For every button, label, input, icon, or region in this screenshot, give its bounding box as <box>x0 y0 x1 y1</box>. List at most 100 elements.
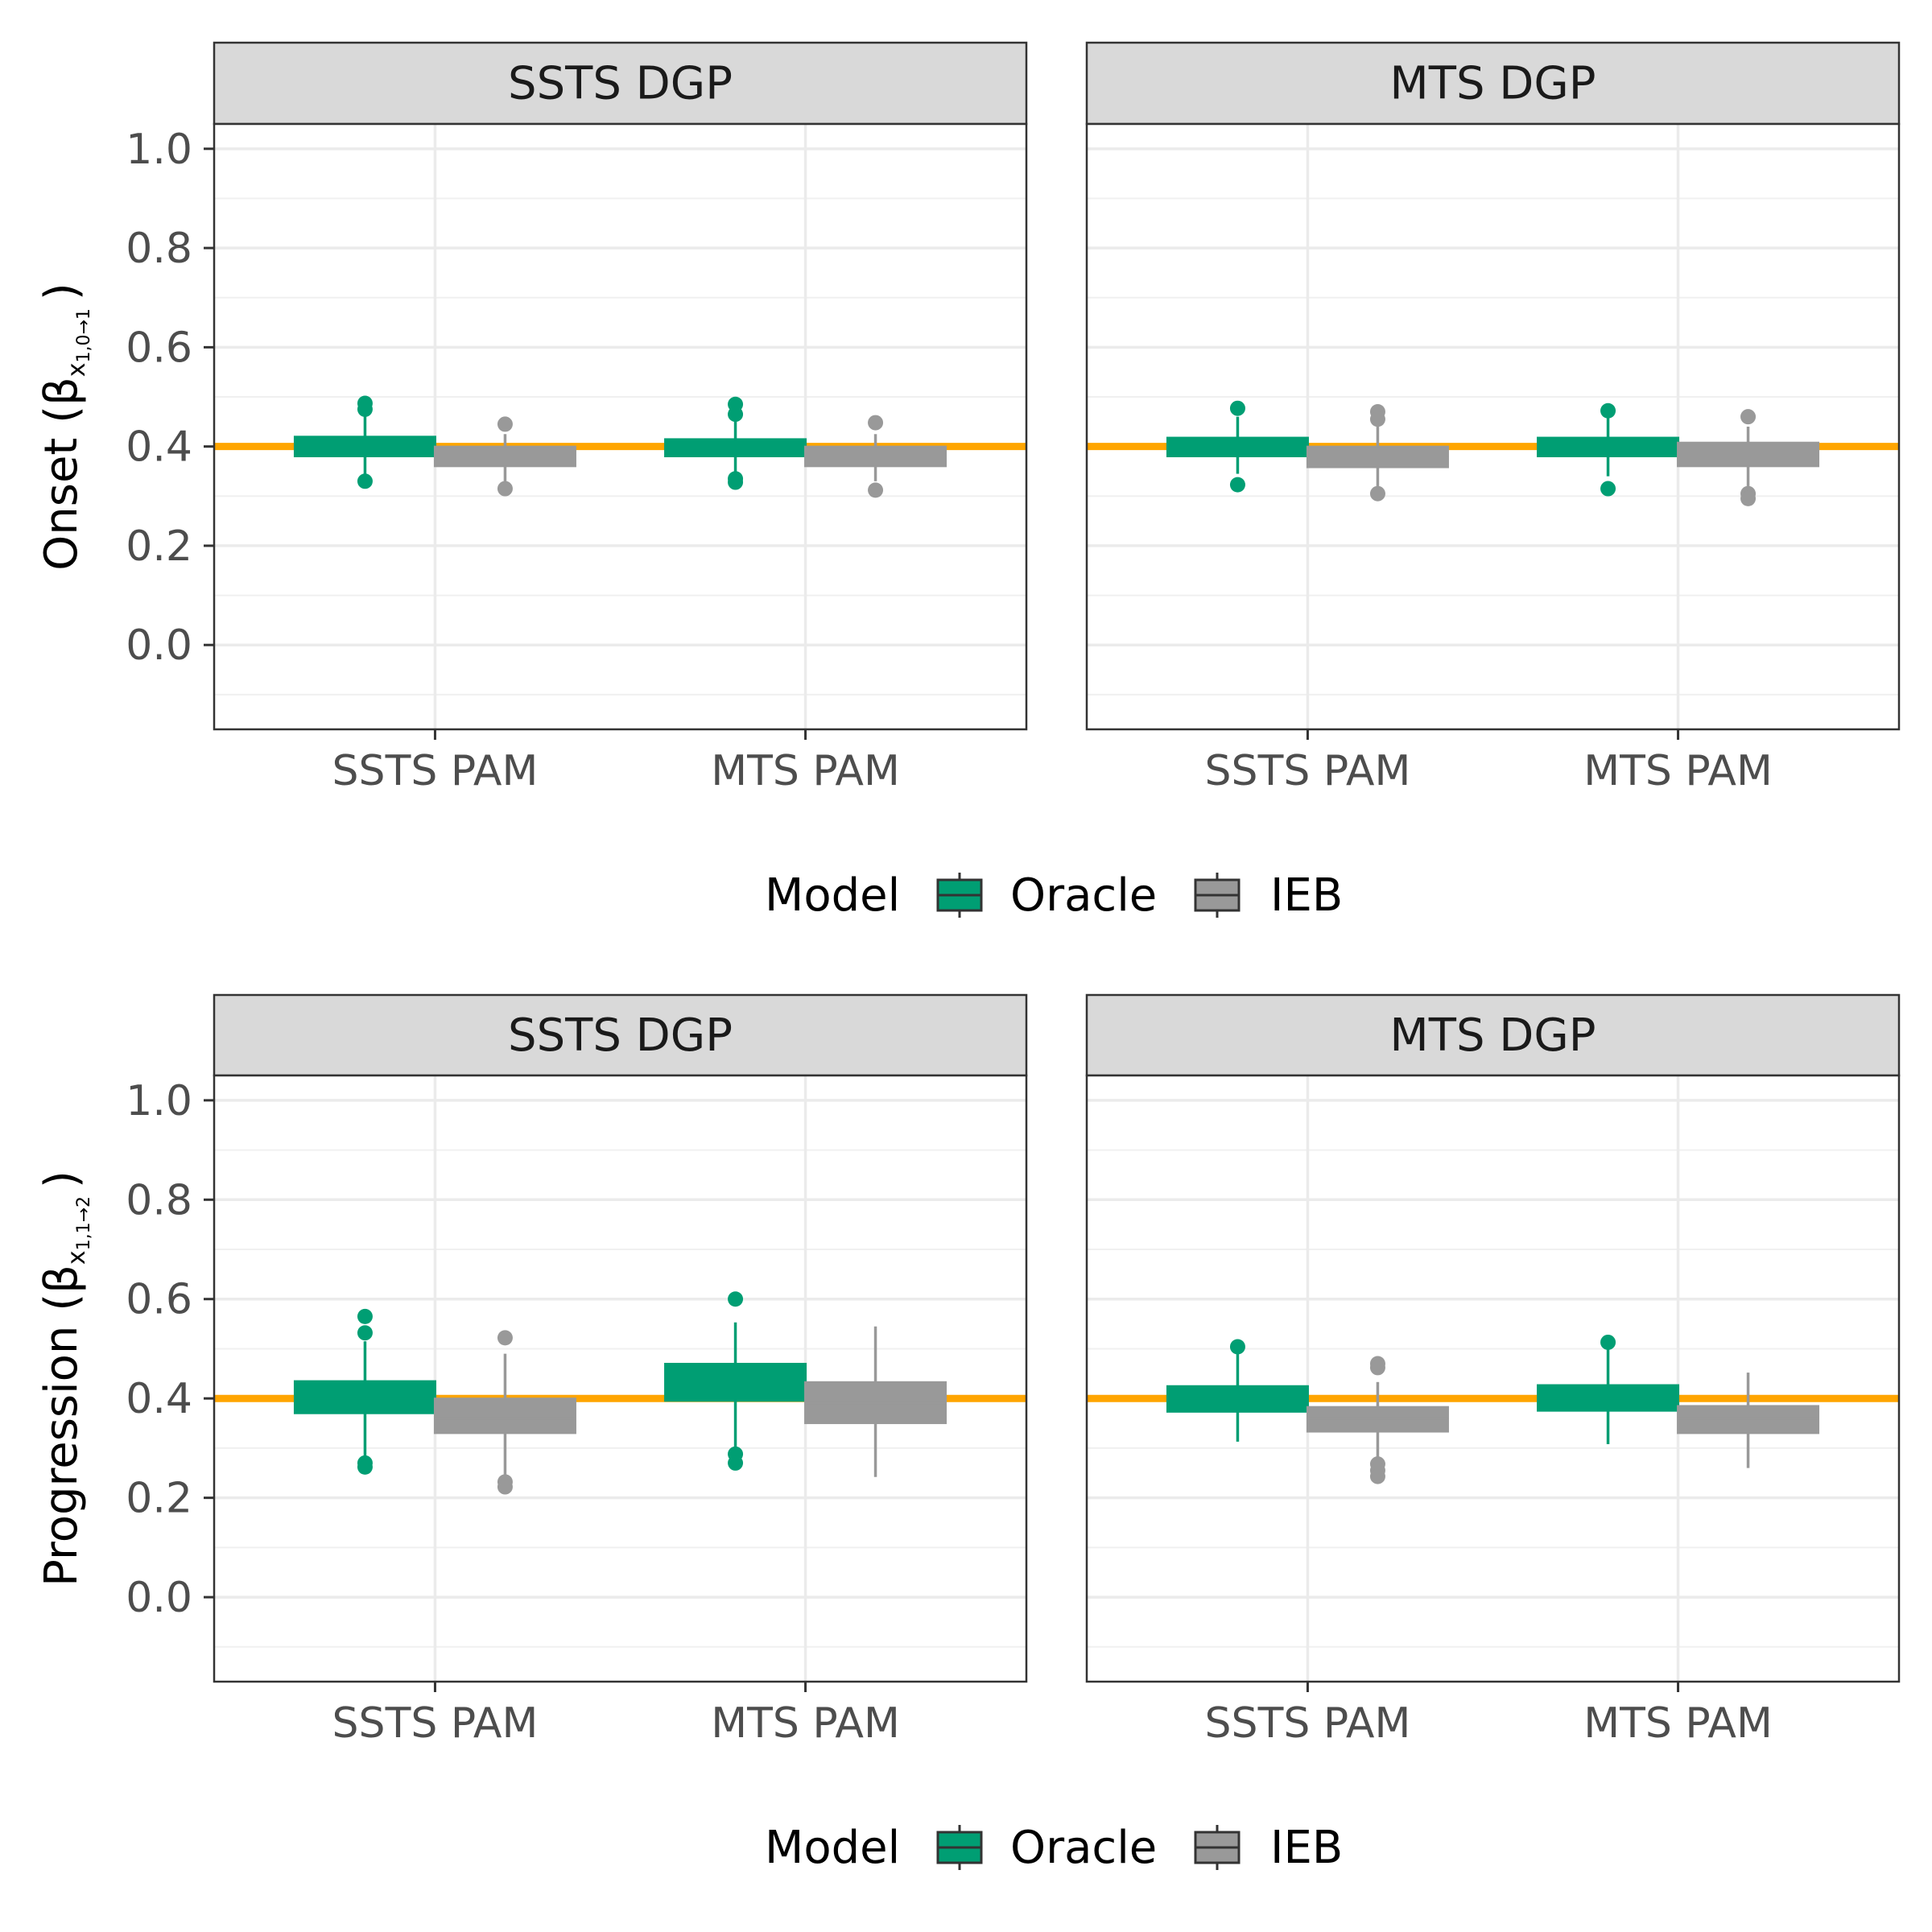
panel-border <box>213 122 1028 731</box>
outlier-point <box>1229 400 1245 416</box>
y-tick-label: 1.0 <box>126 1077 192 1125</box>
box-oracle-1 <box>293 1308 436 1475</box>
y-tick-label: 0.8 <box>126 225 192 273</box>
facet-1-2: MTS DGP SSTS PAM MTS PAM <box>1085 41 1901 795</box>
x-tick-label: SSTS PAM <box>332 747 539 795</box>
panel-border <box>1085 122 1901 731</box>
outlier-point <box>1600 402 1616 419</box>
y-label-main: Onset ( <box>35 406 88 571</box>
outlier-point <box>868 415 884 431</box>
y-label-main: Progression ( <box>35 1294 88 1587</box>
outlier-point <box>1740 409 1757 425</box>
box-ieb-1 <box>1306 404 1449 502</box>
box-oracle-2 <box>664 396 807 490</box>
facet-strip-label: SSTS DGP <box>508 1009 733 1062</box>
y-label-sub: x <box>63 362 91 377</box>
x-tick-label: SSTS PAM <box>332 1699 539 1748</box>
facet-strip <box>1085 41 1901 126</box>
outlier-point <box>1369 1468 1385 1484</box>
box-ieb-1 <box>1306 1356 1449 1484</box>
panel-border <box>213 1074 1028 1683</box>
outlier-point <box>357 473 373 489</box>
x-tick-label: SSTS PAM <box>1205 747 1411 795</box>
y-label-close: ) <box>35 1170 88 1188</box>
box-oracle-2 <box>1537 1334 1680 1444</box>
y-axis-label-text: Progression (βx1,1→2) <box>35 1170 94 1587</box>
outlier-point <box>728 407 744 423</box>
x-tick-label: MTS PAM <box>1583 747 1773 795</box>
box-oracle-1 <box>1166 400 1309 493</box>
y-tick-label: 1.0 <box>126 126 192 174</box>
x-tick-label: MTS PAM <box>1583 1699 1773 1748</box>
x-tick-label: MTS PAM <box>711 747 900 795</box>
y-tick-label: 0.2 <box>126 1475 192 1523</box>
legend-label-oracle: Oracle <box>1010 1822 1157 1874</box>
box-iqr <box>1677 1405 1820 1435</box>
outlier-point <box>728 474 744 490</box>
box-ieb-1 <box>433 416 576 497</box>
y-label-subsub: 1,0→1 <box>74 308 94 362</box>
box-ieb-2 <box>1677 409 1820 506</box>
legend-title: Model <box>765 869 900 922</box>
box-iqr <box>433 1397 576 1435</box>
legend-label-ieb: IEB <box>1270 869 1343 922</box>
panel-background <box>214 1075 1026 1682</box>
y-tick-label: 0.8 <box>126 1176 192 1224</box>
y-tick-label: 0.0 <box>126 1574 192 1622</box>
legend-label-ieb: IEB <box>1270 1822 1343 1874</box>
legend-key-oracle <box>936 873 983 918</box>
outlier-point <box>497 416 513 432</box>
y-label-symbol: β <box>35 1265 88 1294</box>
panel-background <box>214 124 1026 729</box>
y-label-close: ) <box>35 283 88 300</box>
outlier-point <box>357 1308 373 1324</box>
facet-strip-label: MTS DGP <box>1389 1009 1596 1062</box>
legend: Model Oracle IEB <box>765 1822 1343 1874</box>
outlier-point <box>1600 1334 1616 1350</box>
outlier-point <box>728 1455 744 1471</box>
outlier-point <box>1369 485 1385 502</box>
outlier-point <box>1229 1339 1245 1355</box>
panel-background <box>1087 124 1899 729</box>
y-tick-label: 0.0 <box>126 621 192 670</box>
box-ieb-1 <box>433 1330 576 1495</box>
y-tick-label: 0.6 <box>126 324 192 372</box>
outlier-point <box>357 1459 373 1475</box>
facet-strip-label: MTS DGP <box>1389 58 1596 110</box>
outlier-point <box>1229 477 1245 493</box>
box-ieb-2 <box>1677 1373 1820 1468</box>
facet-strip <box>213 993 1028 1077</box>
y-axis-label: Progression (βx1,1→2) <box>35 1170 94 1587</box>
y-axis-label-text: Onset (βx1,0→1) <box>35 283 94 571</box>
box-iqr <box>293 1380 436 1414</box>
legend-title: Model <box>765 1822 900 1874</box>
outlier-point <box>357 401 373 417</box>
y-axis-label: Onset (βx1,0→1) <box>35 283 94 571</box>
y-tick-label: 0.2 <box>126 522 192 571</box>
outlier-point <box>497 481 513 497</box>
y-tick-label: 0.6 <box>126 1276 192 1324</box>
box-iqr <box>664 438 807 457</box>
legend-key-oracle <box>936 1825 983 1870</box>
outlier-point <box>1369 1360 1385 1376</box>
box-ieb-2 <box>804 415 947 498</box>
box-oracle-1 <box>293 395 436 489</box>
y-label-symbol: β <box>35 377 88 406</box>
facet-2-2: MTS DGP SSTS PAM MTS PAM <box>1085 993 1901 1748</box>
legend-key-ieb <box>1194 1825 1241 1870</box>
facet-2-1: SSTS DGP SSTS PAM MTS PAM 0.0 0.2 0.4 0.6 0.8 1.… <box>126 993 1028 1748</box>
panel-row-2: Progression (βx1,1→2) SSTS DGP SSTS PAM MTS… <box>35 993 1901 1874</box>
legend-key-ieb <box>1194 873 1241 918</box>
y-tick-label: 0.4 <box>126 423 192 472</box>
panel-border <box>1085 1074 1901 1683</box>
outlier-point <box>1740 490 1757 506</box>
outlier-point <box>357 1325 373 1341</box>
legend-label-oracle: Oracle <box>1010 869 1157 922</box>
box-ieb-2 <box>804 1326 947 1477</box>
outlier-point <box>497 1330 513 1346</box>
outlier-point <box>868 482 884 498</box>
panel-background <box>1087 1075 1899 1682</box>
outlier-point <box>728 1291 744 1307</box>
x-tick-label: MTS PAM <box>711 1699 900 1748</box>
